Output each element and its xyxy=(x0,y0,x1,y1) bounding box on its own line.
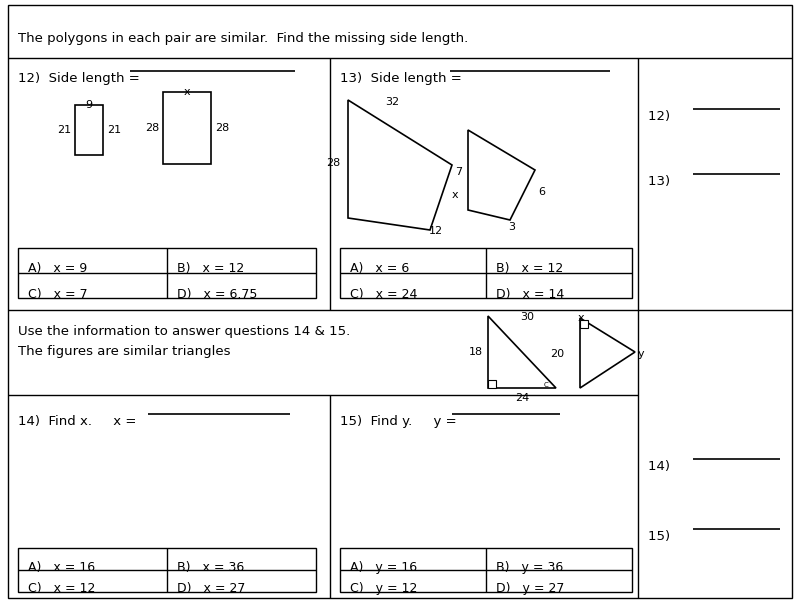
Text: 13)  Side length =: 13) Side length = xyxy=(340,72,466,85)
Text: C)   x = 12: C) x = 12 xyxy=(28,582,95,595)
Text: A)   x = 9: A) x = 9 xyxy=(28,262,87,275)
Polygon shape xyxy=(580,318,635,388)
Bar xyxy=(18,548,316,592)
Text: B)   x = 12: B) x = 12 xyxy=(177,262,244,275)
Text: B)   y = 36: B) y = 36 xyxy=(496,561,563,574)
Text: 21: 21 xyxy=(107,125,121,135)
Text: A)   y = 16: A) y = 16 xyxy=(350,561,417,574)
Text: 3: 3 xyxy=(509,222,515,232)
Text: 28: 28 xyxy=(215,123,230,133)
Bar xyxy=(340,248,632,298)
Text: x: x xyxy=(452,190,458,200)
Text: The figures are similar triangles: The figures are similar triangles xyxy=(18,345,230,358)
Text: 12: 12 xyxy=(429,226,443,236)
Polygon shape xyxy=(488,316,556,388)
Text: C)   x = 24: C) x = 24 xyxy=(350,288,418,301)
Bar xyxy=(18,248,316,298)
Text: A)   x = 6: A) x = 6 xyxy=(350,262,410,275)
Bar xyxy=(580,320,588,328)
Text: The polygons in each pair are similar.  Find the missing side length.: The polygons in each pair are similar. F… xyxy=(18,32,468,45)
Text: D)   x = 14: D) x = 14 xyxy=(496,288,564,301)
Bar xyxy=(340,548,632,592)
Text: 24: 24 xyxy=(515,393,529,403)
Polygon shape xyxy=(468,130,535,220)
Text: 6: 6 xyxy=(538,187,545,197)
Text: D)   x = 27: D) x = 27 xyxy=(177,582,246,595)
Text: D)   y = 27: D) y = 27 xyxy=(496,582,564,595)
Text: 15): 15) xyxy=(648,530,678,543)
Text: A)   x = 16: A) x = 16 xyxy=(28,561,95,574)
Text: 18: 18 xyxy=(469,347,483,357)
Text: 20: 20 xyxy=(550,349,564,359)
Text: 28: 28 xyxy=(326,158,340,168)
Text: x: x xyxy=(578,313,584,323)
Text: 32: 32 xyxy=(385,97,399,107)
Text: C)   x = 7: C) x = 7 xyxy=(28,288,88,301)
Text: C)   y = 12: C) y = 12 xyxy=(350,582,418,595)
Text: 21: 21 xyxy=(57,125,71,135)
Bar xyxy=(488,380,496,388)
Text: 14): 14) xyxy=(648,460,678,473)
Text: 12)  Side length =: 12) Side length = xyxy=(18,72,144,85)
Text: x: x xyxy=(184,87,190,97)
Text: 30: 30 xyxy=(520,312,534,322)
Text: C: C xyxy=(544,382,548,388)
Text: 13): 13) xyxy=(648,175,678,188)
Text: 28: 28 xyxy=(145,123,159,133)
Polygon shape xyxy=(348,100,452,230)
Text: 12): 12) xyxy=(648,110,678,123)
Text: 7: 7 xyxy=(455,167,462,177)
Text: B)   x = 12: B) x = 12 xyxy=(496,262,563,275)
Text: D)   x = 6.75: D) x = 6.75 xyxy=(177,288,258,301)
Text: B)   x = 36: B) x = 36 xyxy=(177,561,244,574)
Text: 9: 9 xyxy=(86,100,93,110)
Text: 15)  Find y.     y =: 15) Find y. y = xyxy=(340,415,461,428)
Bar xyxy=(75,105,103,155)
Text: Use the information to answer questions 14 & 15.: Use the information to answer questions … xyxy=(18,325,350,338)
Text: y: y xyxy=(638,349,645,359)
Bar xyxy=(163,92,211,164)
Text: 14)  Find x.     x =: 14) Find x. x = xyxy=(18,415,141,428)
